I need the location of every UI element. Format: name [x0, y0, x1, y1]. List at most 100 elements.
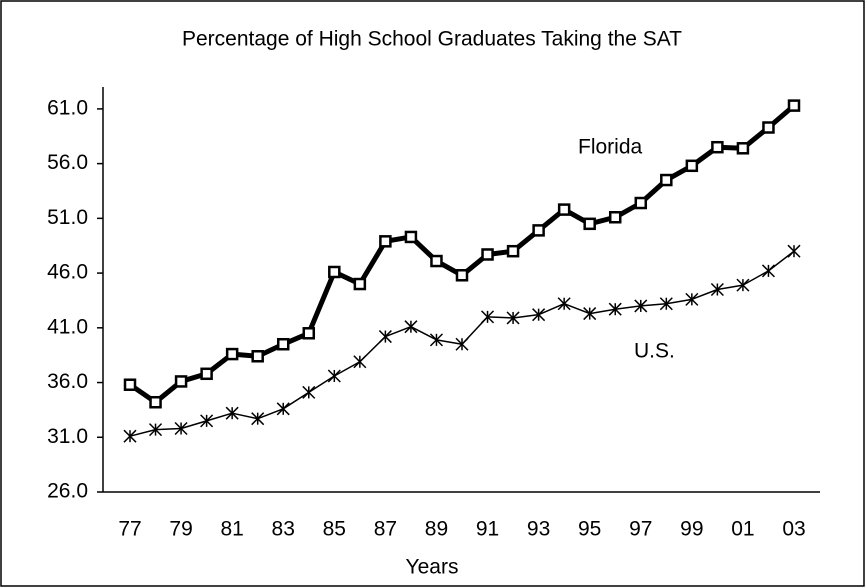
- marker-stroke: [302, 385, 316, 399]
- marker-stroke: [761, 264, 775, 278]
- point-marker: [225, 406, 239, 420]
- y-tick-label: 26.0: [47, 480, 88, 503]
- marker-stroke: [404, 320, 418, 334]
- point-marker: [761, 264, 775, 278]
- point-marker: [327, 369, 341, 383]
- point-marker: [123, 378, 137, 391]
- marker-stroke: [481, 310, 495, 324]
- point-marker: [200, 414, 214, 428]
- point-marker: [200, 367, 213, 381]
- marker-stroke: [225, 406, 239, 420]
- x-tick-label: 81: [220, 518, 243, 541]
- y-tick-label: 46.0: [47, 261, 88, 284]
- x-tick-label: 95: [578, 518, 601, 541]
- point-marker: [149, 395, 162, 409]
- marker-stroke: [327, 369, 341, 383]
- y-tick-label: 51.0: [47, 206, 88, 229]
- point-marker: [353, 277, 367, 291]
- point-marker: [353, 355, 367, 369]
- marker-stroke: [685, 292, 699, 306]
- x-tick-label: 97: [629, 518, 652, 541]
- marker-stroke: [149, 423, 163, 437]
- x-tick-label: 77: [118, 518, 141, 541]
- point-marker: [378, 330, 392, 344]
- marker-stroke: [583, 307, 597, 321]
- point-marker: [404, 320, 418, 334]
- marker-stroke: [710, 282, 724, 297]
- x-tick-label: 99: [680, 518, 703, 541]
- x-axis-label: Years: [406, 556, 459, 579]
- point-marker: [711, 140, 724, 154]
- y-tick-label: 36.0: [47, 370, 88, 393]
- marker-stroke: [276, 402, 290, 416]
- point-marker: [557, 297, 571, 311]
- point-marker: [123, 429, 137, 443]
- marker-stroke: [634, 299, 648, 313]
- point-marker: [634, 196, 648, 210]
- point-marker: [225, 347, 239, 361]
- point-marker: [174, 375, 188, 388]
- point-marker: [328, 265, 341, 279]
- marker-stroke: [532, 308, 546, 322]
- marker-stroke: [455, 337, 469, 351]
- x-tick-label: 93: [527, 518, 550, 541]
- point-marker: [455, 337, 469, 351]
- point-marker: [685, 159, 699, 173]
- point-marker: [532, 224, 545, 237]
- y-tick-label: 41.0: [47, 315, 88, 338]
- point-marker: [736, 278, 750, 292]
- y-tick-label: 31.0: [47, 425, 88, 448]
- point-marker: [608, 302, 622, 316]
- point-marker: [583, 307, 597, 321]
- marker-stroke: [251, 412, 265, 426]
- marker-stroke: [200, 414, 214, 428]
- marker-stroke: [123, 429, 137, 443]
- point-marker: [506, 311, 520, 325]
- x-tick-label: 87: [374, 518, 397, 541]
- series-label: Florida: [578, 136, 643, 159]
- point-marker: [174, 421, 188, 436]
- point-marker: [557, 203, 571, 216]
- marker-stroke: [174, 421, 188, 436]
- point-marker: [276, 402, 290, 416]
- marker-stroke: [659, 297, 673, 311]
- x-tick-label: 01: [731, 518, 754, 541]
- point-marker: [430, 254, 443, 268]
- point-marker: [404, 230, 418, 244]
- point-marker: [583, 217, 596, 231]
- point-marker: [787, 244, 801, 258]
- point-marker: [481, 310, 495, 324]
- point-marker: [506, 244, 520, 258]
- point-marker: [251, 350, 264, 363]
- point-marker: [659, 297, 673, 311]
- point-marker: [455, 269, 469, 282]
- point-marker: [736, 142, 750, 155]
- marker-stroke: [608, 302, 622, 316]
- point-marker: [634, 299, 648, 313]
- point-marker: [481, 248, 494, 261]
- marker-stroke: [736, 278, 750, 292]
- point-marker: [276, 337, 290, 351]
- chart-title: Percentage of High School Graduates Taki…: [182, 28, 682, 51]
- point-marker: [685, 292, 699, 306]
- marker-stroke: [787, 244, 801, 258]
- marker-stroke: [353, 355, 367, 369]
- x-tick-label: 03: [782, 518, 805, 541]
- x-tick-label: 79: [169, 518, 192, 541]
- point-marker: [710, 282, 724, 297]
- point-marker: [149, 423, 163, 437]
- y-tick-label: 56.0: [47, 151, 88, 174]
- series-label: U.S.: [634, 340, 675, 363]
- point-marker: [762, 121, 775, 134]
- point-marker: [532, 308, 546, 322]
- marker-stroke: [557, 297, 571, 311]
- point-marker: [379, 235, 392, 248]
- point-marker: [660, 173, 673, 187]
- point-marker: [302, 327, 316, 340]
- marker-stroke: [378, 330, 392, 344]
- point-marker: [302, 385, 316, 399]
- point-marker: [429, 333, 443, 347]
- point-marker: [787, 99, 801, 112]
